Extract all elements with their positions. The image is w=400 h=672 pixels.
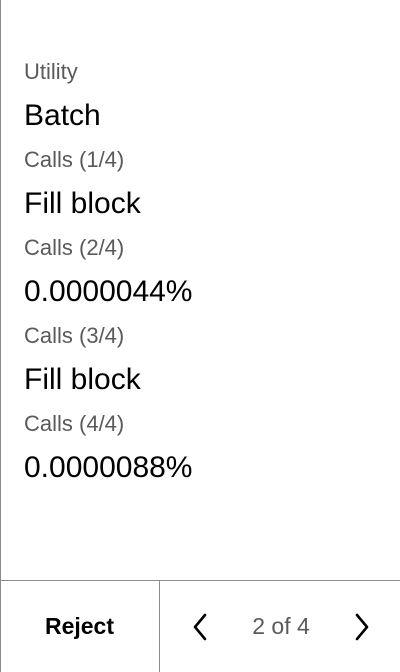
details-list: Utility Batch Calls (1/4) Fill block Cal… [24, 56, 388, 496]
call-2-value: 0.0000044% [24, 275, 193, 308]
call-3-value: Fill block [24, 363, 141, 396]
utility-value: Batch [24, 99, 101, 132]
chevron-right-icon[interactable] [350, 609, 374, 645]
chevron-right-icon-glyph [355, 613, 369, 640]
utility-label: Utility [24, 59, 78, 84]
reject-button[interactable]: Reject [0, 581, 160, 672]
call-4-value: 0.0000088% [24, 451, 193, 484]
call-4-label: Calls (4/4) [24, 411, 125, 436]
page-indicator: 2 of 4 [252, 613, 310, 639]
call-2-label: Calls (2/4) [24, 235, 125, 260]
chevron-left-icon[interactable] [188, 609, 212, 645]
pagination: 2 of 4 [160, 581, 400, 672]
chevron-left-icon-glyph [193, 613, 207, 640]
call-1-label: Calls (1/4) [24, 147, 125, 172]
footer-bar: Reject 2 of 4 [0, 580, 400, 672]
call-1-value: Fill block [24, 187, 141, 220]
call-3-label: Calls (3/4) [24, 323, 125, 348]
